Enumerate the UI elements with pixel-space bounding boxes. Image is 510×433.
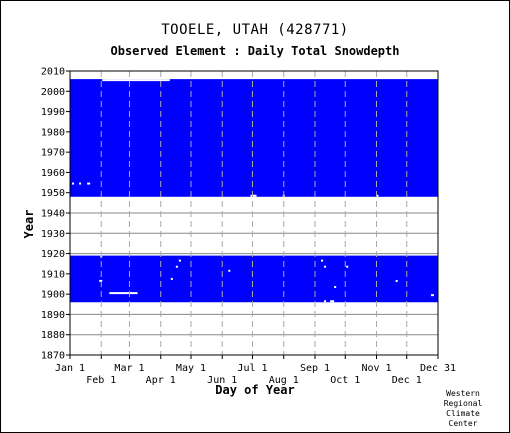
- observed-band: [70, 255, 438, 303]
- y-tick-label: 1990: [41, 107, 65, 118]
- x-tick-label: Apr 1: [146, 375, 176, 386]
- y-tick-label: 2000: [41, 87, 65, 98]
- chart-subtitle: Observed Element : Daily Total Snowdepth: [110, 44, 400, 58]
- missing-gap: [175, 265, 178, 268]
- y-tick-label: 1880: [41, 330, 65, 341]
- missing-gap: [79, 182, 82, 185]
- y-tick-label: 1970: [41, 148, 65, 159]
- x-tick-label: Aug 1: [269, 375, 299, 386]
- missing-gap: [99, 279, 103, 282]
- missing-gap: [178, 259, 181, 262]
- x-tick-label: Dec 1: [392, 375, 422, 386]
- missing-gap: [321, 259, 324, 262]
- missing-gap: [334, 286, 337, 289]
- y-tick-label: 1960: [41, 168, 65, 179]
- missing-gap: [250, 194, 257, 197]
- y-tick-label: 1930: [41, 229, 65, 240]
- credit-text: Western Regional Climate Center: [433, 389, 493, 429]
- x-tick-label: Oct 1: [330, 375, 360, 386]
- y-tick-label: 1920: [41, 249, 65, 260]
- y-tick-label: 1940: [41, 209, 65, 220]
- missing-gap: [228, 269, 231, 272]
- missing-gap: [170, 277, 173, 280]
- observed-band: [70, 79, 438, 197]
- y-tick-label: 1980: [41, 127, 65, 138]
- x-tick-label: Dec 31: [420, 363, 456, 374]
- credit-line: Western: [446, 389, 480, 398]
- x-tick-label: Feb 1: [86, 375, 116, 386]
- x-axis-label: Day of Year: [215, 383, 295, 397]
- x-tick-label: Jan 1: [55, 363, 85, 374]
- credit-line: Regional: [443, 399, 483, 408]
- missing-gap: [346, 265, 349, 268]
- missing-gap: [376, 194, 379, 197]
- x-tick-label: Jun 1: [207, 375, 237, 386]
- missing-gap: [87, 182, 91, 185]
- missing-gap: [324, 265, 327, 268]
- y-tick-label: 1950: [41, 188, 65, 199]
- y-tick-label: 1890: [41, 310, 65, 321]
- x-tick-label: Nov 1: [361, 363, 391, 374]
- missing-gap: [102, 79, 170, 82]
- missing-gap: [395, 279, 398, 282]
- chart-title: TOOELE, UTAH (428771): [161, 22, 349, 38]
- x-tick-label: May 1: [176, 363, 206, 374]
- missing-gap: [324, 300, 327, 303]
- x-tick-label: Jul 1: [237, 363, 267, 374]
- y-tick-label: 1900: [41, 290, 65, 301]
- x-tick-label: Sep 1: [300, 363, 330, 374]
- x-tick-label: Mar 1: [114, 363, 144, 374]
- y-tick-label: 2010: [41, 67, 65, 78]
- missing-gap: [72, 182, 75, 185]
- missing-gap: [430, 294, 434, 297]
- missing-gap: [109, 292, 138, 295]
- missing-gap: [330, 300, 335, 303]
- credit-line: Climate: [446, 409, 480, 418]
- y-tick-label: 1870: [41, 351, 65, 362]
- credit-line: Center: [448, 419, 478, 428]
- y-tick-label: 1910: [41, 269, 65, 280]
